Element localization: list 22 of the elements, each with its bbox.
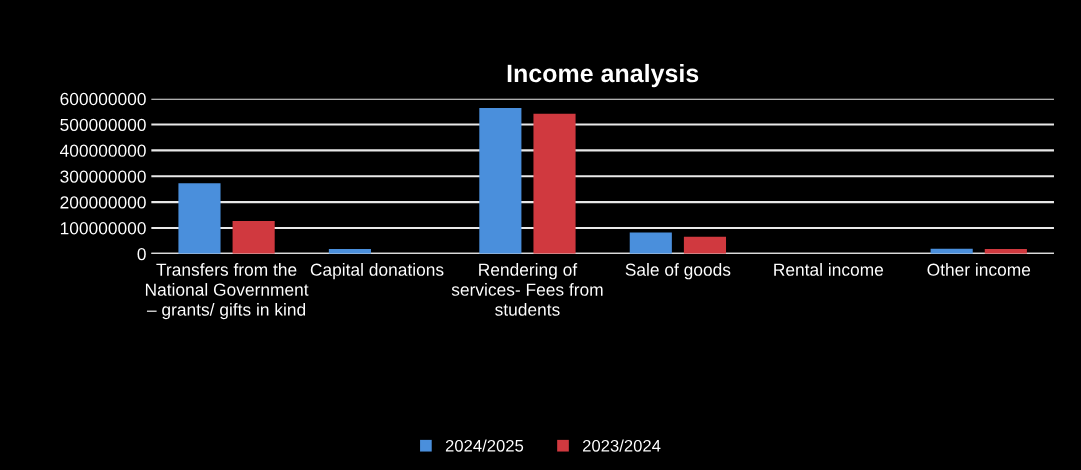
y-tick-label: 500000000	[60, 118, 146, 132]
legend-label: 2023/2024	[583, 439, 661, 452]
legend-label: 2024/2025	[445, 439, 524, 452]
bar	[232, 220, 275, 254]
x-tick-label: Rendering of services- Fees from students	[451, 263, 603, 316]
y-tick-label: 200000000	[60, 196, 146, 209]
chart-title: Income analysis	[507, 63, 699, 88]
bar	[629, 232, 672, 254]
y-tick-label: 100000000	[60, 222, 146, 235]
bar	[479, 108, 522, 254]
bar	[683, 236, 727, 254]
bar	[533, 113, 576, 254]
bar	[178, 183, 221, 254]
y-tick-label: 600000000	[60, 92, 146, 106]
x-tick-label: Other income	[927, 263, 1031, 276]
x-tick-label: Capital donations	[310, 263, 444, 280]
x-tick-label: Sale of goods	[625, 263, 731, 280]
y-tick-label: 300000000	[60, 170, 146, 183]
x-tick-label: Rental income	[774, 263, 884, 276]
y-tick-label: 400000000	[59, 144, 146, 157]
x-tick-label: Transfers from the National Government – grants/ gifts in kind	[145, 263, 309, 320]
y-tick-label: 0	[137, 247, 146, 261]
